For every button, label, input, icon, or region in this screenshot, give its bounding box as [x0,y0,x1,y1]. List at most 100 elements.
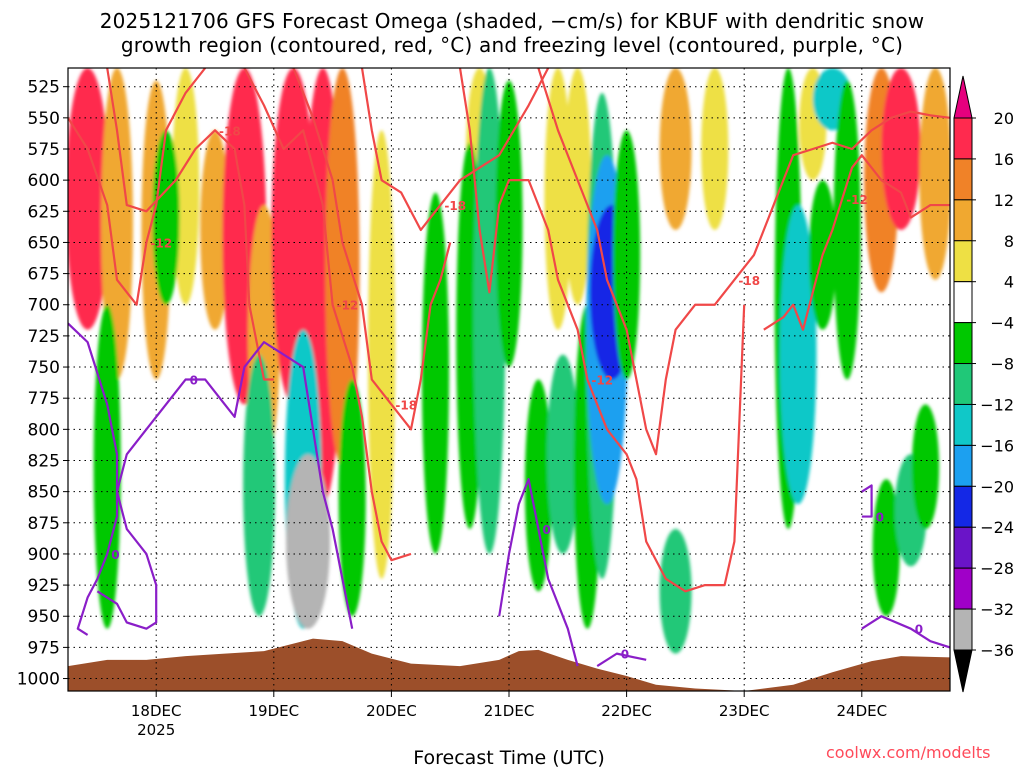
freezing-contour-label: 0 [190,374,198,388]
dgz-contour-line [458,68,746,593]
colorbar-tick-label: 16 [994,150,1014,169]
colorbar-bin [953,608,973,651]
freezing-contour-line [861,615,950,649]
y-tick-label: 900 [28,545,60,565]
colorbar-tick-label: 12 [994,191,1014,210]
x-tick-label: 24DEC [837,702,888,720]
dgz-contour-label: -18 [444,199,466,213]
omega-cell [243,354,276,617]
omega-cell [325,68,360,467]
freezing-contour-label: 0 [542,523,550,537]
colorbar-bin [953,526,973,569]
colorbar-bin [953,199,973,242]
colorbar-tick-label: −20 [980,477,1014,496]
freezing-contour-line [68,322,119,636]
y-tick-label: 950 [28,607,60,627]
dgz-contour-line [292,68,452,431]
y-tick-label: 925 [28,576,60,596]
colorbar-top-arrow [953,75,973,119]
colorbar-tick-label: 8 [1004,232,1014,251]
colorbar-tick-label: −4 [990,314,1014,333]
colorbar-bin [953,240,973,283]
colorbar-bin [953,281,973,324]
omega-cell [544,68,572,330]
colorbar-tick-label: −24 [980,518,1014,537]
dgz-contour-label: -12 [337,299,359,313]
y-tick-label: 725 [28,327,60,347]
colorbar-bin [953,403,973,446]
colorbar-tick-label: −32 [980,600,1014,619]
omega-cell [564,68,592,305]
y-tick-label: 700 [28,296,60,316]
colorbar: 20 16 12 8 4 −4 −8 −12 −16 −20 −24 −28 −32 −36 [953,75,1014,693]
omega-cell [701,68,729,230]
colorbar-bottom-arrow [953,649,973,693]
y-tick-label: 550 [28,109,60,129]
dgz-contour-line [106,68,274,381]
colorbar-bin [953,158,973,201]
freezing-contour-label: 0 [621,648,629,662]
omega-cell [911,404,940,530]
omega-cell [421,192,450,554]
freezing-contour-line [96,341,354,630]
freezing-contour-line [596,652,647,668]
x-tick-label: 23DEC [719,702,770,720]
omega-cell [833,80,861,380]
y-tick-label: 850 [28,483,60,503]
y-tick-label: 875 [28,514,60,534]
x-axis-label: Forecast Time (UTC) [413,747,604,768]
omega-cell [881,68,921,230]
colorbar-bin [953,322,973,365]
colorbar-tick-label: −12 [980,395,1014,414]
colorbar-bin [953,485,973,528]
y-tick-label: 1000 [17,670,60,690]
omega-cell [659,529,692,654]
omega-cell [101,68,133,380]
omega-cell [613,130,641,380]
colorbar-tick-label: −16 [980,436,1014,455]
terrain [68,638,950,691]
chart-title-line-1: 2025121706 GFS Forecast Omega (shaded, −… [99,9,925,33]
colorbar-bin [953,117,973,160]
y-axis: 525 550 575 600 625 650 675 700 725 750 775 800 825 8… [17,78,68,690]
x-tick-label: 22DEC [601,702,652,720]
dgz-contour-label: -12 [591,374,613,388]
dgz-contour-line [360,68,550,232]
colorbar-tick-label: 20 [994,109,1014,128]
y-tick-label: 650 [28,233,60,253]
y-tick-label: 975 [28,638,60,658]
omega-cell [872,479,900,617]
omega-cell [659,68,692,230]
x-tick-label: 21DEC [484,702,535,720]
y-tick-label: 525 [28,78,60,98]
omega-cell [524,379,553,592]
omega-cell [338,379,366,617]
freezing-contour-line [498,478,579,667]
x-tick-label: 19DEC [249,702,300,720]
freezing-contour-label: 0 [876,511,884,525]
colorbar-tick-label: −36 [980,641,1014,660]
y-tick-label: 825 [28,451,60,471]
dgz-contour-line [68,68,207,306]
dgz-contour-label: -18 [395,398,417,412]
colorbar-bin [953,363,973,405]
credit-link[interactable]: coolwx.com/modelts [826,743,991,762]
x-tick-sublabel: 2025 [137,721,175,739]
dgz-contour-line [763,154,950,331]
colorbar-tick-label: −28 [980,559,1014,578]
omega-cell [919,68,950,280]
dgz-contour-label: -12 [150,236,172,250]
x-tick-label: 20DEC [366,702,417,720]
dgz-contour-label: -18 [738,274,760,288]
contours: -12 -18 -12 -18 -18 -12 -18 -12 0 0 0 0 0 0 [68,68,950,668]
freezing-contour-label: 0 [111,548,119,562]
colorbar-bin [953,444,973,487]
freezing-contour-label: 0 [915,623,923,637]
y-tick-label: 750 [28,358,60,378]
dgz-contour-label: -12 [846,193,868,207]
omega-cell [546,354,579,554]
colorbar-tick-label: −8 [990,355,1014,374]
y-tick-label: 625 [28,202,60,222]
y-tick-label: 600 [28,171,60,191]
